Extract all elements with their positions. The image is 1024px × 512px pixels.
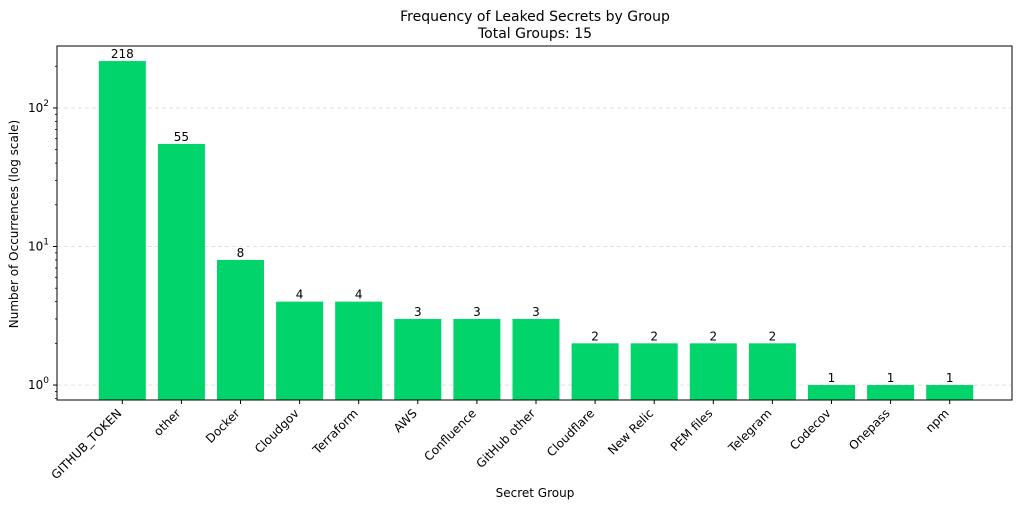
bar-value-label: 3	[532, 305, 540, 319]
x-tick-label: Confluence	[421, 406, 479, 464]
bar-terraform	[335, 301, 383, 400]
y-tick-label: 102	[28, 99, 49, 115]
x-tick-label: Terraform	[309, 406, 360, 457]
bar-new-relic	[630, 343, 678, 400]
bar-value-label: 2	[769, 329, 777, 343]
bar-cloudflare	[571, 343, 619, 400]
bar-docker	[217, 259, 264, 400]
x-tick-label: npm	[923, 406, 952, 435]
y-tick-label: 100	[28, 376, 49, 392]
x-axis-label: Secret Group	[496, 486, 575, 500]
bar-cloudgov	[276, 301, 324, 400]
bar-value-label: 55	[174, 130, 189, 144]
bar-codecov	[808, 385, 855, 400]
bar-value-label: 2	[650, 329, 658, 343]
bar-value-label: 1	[887, 371, 895, 385]
x-tick-label: other	[151, 406, 184, 439]
bar-npm	[926, 385, 974, 400]
bar-value-label: 1	[946, 371, 954, 385]
bar-github-token	[98, 61, 146, 400]
bar-value-label: 3	[473, 305, 481, 319]
x-tick-label: Telegram	[725, 406, 774, 455]
bar-telegram	[748, 343, 796, 400]
bar-aws	[394, 318, 442, 400]
bar-value-label: 218	[111, 47, 134, 61]
bar-pem-files	[689, 343, 737, 400]
bar-value-label: 4	[296, 288, 304, 302]
chart-subtitle: Total Groups: 15	[477, 26, 592, 42]
bar-confluence	[453, 318, 501, 400]
x-tick-label: AWS	[391, 406, 420, 435]
y-tick-label: 101	[28, 238, 49, 254]
bar-value-label: 3	[414, 305, 422, 319]
bar-github-other	[512, 318, 560, 400]
x-tick-label: GITHUB_TOKEN	[48, 406, 124, 482]
bar-value-label: 8	[237, 246, 245, 260]
bar-other	[157, 143, 205, 400]
x-tick-label: GitHub other	[474, 406, 539, 471]
bar-value-label: 2	[709, 329, 717, 343]
bar-value-label: 1	[828, 371, 836, 385]
bar-onepass	[867, 385, 915, 400]
x-tick-label: Cloudflare	[544, 406, 597, 459]
x-tick-label: Cloudgov	[252, 406, 302, 456]
y-axis-label: Number of Occurrences (log scale)	[7, 120, 21, 328]
bar-value-label: 4	[355, 288, 363, 302]
x-tick-label: Docker	[203, 406, 243, 446]
x-tick-label: Onepass	[846, 406, 893, 453]
x-tick-label: New Relic	[605, 406, 656, 457]
plot-frame	[56, 45, 1013, 401]
bar-value-label: 2	[591, 329, 599, 343]
chart-title: Frequency of Leaked Secrets by Group	[400, 9, 670, 25]
x-tick-label: PEM files	[668, 406, 716, 454]
x-tick-label: Codecov	[787, 406, 834, 453]
